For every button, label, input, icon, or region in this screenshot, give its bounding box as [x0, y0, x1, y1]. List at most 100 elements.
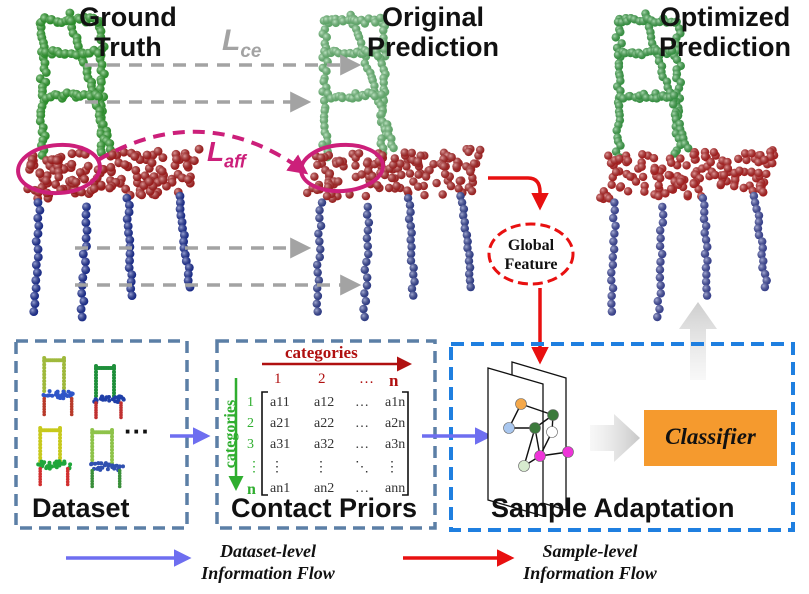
back-point-shade — [322, 131, 332, 141]
matrix-row-header: 2 — [247, 416, 254, 431]
leg-point-shade — [405, 201, 415, 210]
leg-point-shade — [316, 245, 325, 254]
leg-point-shade — [698, 194, 708, 203]
leg-point-shade — [459, 204, 469, 214]
thumb-back-point — [94, 391, 98, 395]
thumb-leg-point — [69, 396, 74, 401]
seat-point-shade — [446, 181, 456, 191]
leg-point-shade — [758, 237, 767, 246]
leg-point-shade — [180, 250, 190, 259]
leg-point-shade — [180, 230, 189, 240]
graph-planes — [487, 361, 567, 517]
seat-point-shade — [396, 159, 405, 168]
leg-point-shade — [360, 312, 369, 322]
leg-point-shade — [314, 229, 323, 238]
back-point-shade — [611, 33, 620, 42]
seat-point-shade — [623, 187, 633, 196]
back-point-shade — [616, 141, 625, 150]
seat-point-shade — [689, 179, 698, 189]
leg-point-shade — [409, 291, 418, 300]
leg-point-shade — [465, 250, 474, 259]
thumb-seat-point — [113, 464, 118, 469]
leg-point-shade — [702, 270, 711, 279]
leg-point-shade — [34, 221, 44, 231]
matrix-cell: a3n — [385, 437, 406, 452]
thumb-seat-point — [106, 463, 111, 468]
thumb-seat-point — [103, 461, 108, 466]
thumb-leg-point — [42, 402, 46, 406]
thumb-back-point — [112, 366, 116, 370]
thumb-seat-point — [45, 464, 50, 469]
seat-point-shade — [452, 162, 461, 171]
leg-point-shade — [406, 249, 416, 259]
seat-point-shade — [153, 146, 163, 156]
back-point-shade — [94, 48, 103, 58]
seat-point-shade — [464, 147, 473, 157]
seat-point-shade — [616, 182, 626, 191]
thumb-seat-point — [110, 397, 115, 402]
graph-node — [562, 446, 574, 458]
leg-point-shade — [176, 198, 185, 208]
seat-point-shade — [455, 176, 464, 186]
thumb-seat-point — [60, 461, 65, 466]
seat-point-shade — [661, 189, 670, 198]
leg-point-shade — [79, 296, 89, 306]
leg-point-shade — [82, 226, 92, 235]
leg-point-shade — [33, 213, 43, 223]
seat-point-shade — [190, 156, 199, 166]
gt-affinity-region-ellipse — [16, 142, 102, 196]
leg-point-shade — [702, 284, 711, 293]
seat-point-shade — [683, 190, 692, 199]
back-point-shade — [94, 92, 104, 101]
leg-point-shade — [313, 260, 322, 270]
thumb-leg-point — [65, 472, 70, 476]
leg-point-shade — [409, 263, 418, 272]
leg-point-shade — [362, 210, 372, 219]
leg-point-shade — [315, 237, 324, 246]
thumb-back-point — [94, 394, 98, 398]
thumb-leg-point — [42, 399, 46, 404]
matrix-cell: a21 — [270, 416, 291, 431]
seat-point-shade — [740, 149, 750, 158]
leg-point-shade — [77, 289, 87, 298]
leg-point-shade — [456, 191, 465, 201]
back-point-shade — [387, 134, 396, 143]
seat-point-shade — [310, 172, 319, 181]
seat-point-shade — [476, 145, 485, 155]
thumb-seat-point — [93, 461, 98, 466]
matrix-top-categories-label: categories — [285, 343, 358, 362]
thumb-back-point — [58, 455, 62, 460]
thumb-back-point — [110, 437, 114, 442]
seat-point-shade — [626, 172, 635, 181]
thumb-back-point — [110, 441, 114, 446]
back-point-shade — [96, 35, 106, 45]
matrix-row-header: 1 — [247, 395, 254, 410]
seat-point-shade — [158, 175, 168, 185]
thumb-leg-point — [65, 477, 70, 482]
original-prediction-chair-point-cloud — [303, 10, 485, 322]
leg-point-shade — [699, 214, 709, 224]
thumb-seat-point — [55, 461, 60, 466]
thumb-leg-point — [90, 479, 94, 484]
seat-point-shade — [676, 177, 685, 186]
seat-point-shade — [742, 155, 751, 165]
sample-flow-arrow-to-feature — [488, 176, 549, 211]
seat-point-shade — [667, 158, 676, 167]
dataset-caption: Dataset — [32, 493, 130, 523]
thumb-leg-point — [117, 484, 122, 489]
leg-point-shade — [124, 200, 134, 210]
global-feature-ellipse — [487, 222, 575, 286]
leg-point-shade — [30, 291, 39, 301]
leg-point-shade — [700, 201, 709, 210]
leg-point-shade — [754, 230, 764, 240]
seat-point-shade — [615, 154, 624, 163]
leg-point-shade — [658, 202, 667, 212]
thumb-seat-point — [99, 461, 104, 466]
leg-point-shade — [122, 214, 132, 224]
seat-point-shade — [357, 170, 366, 179]
seat-point-shade — [607, 180, 616, 189]
leg-point-shade — [609, 237, 618, 246]
leg-point-shade — [463, 243, 472, 253]
thumb-back-point — [42, 369, 47, 374]
leg-point-shade — [465, 269, 474, 279]
